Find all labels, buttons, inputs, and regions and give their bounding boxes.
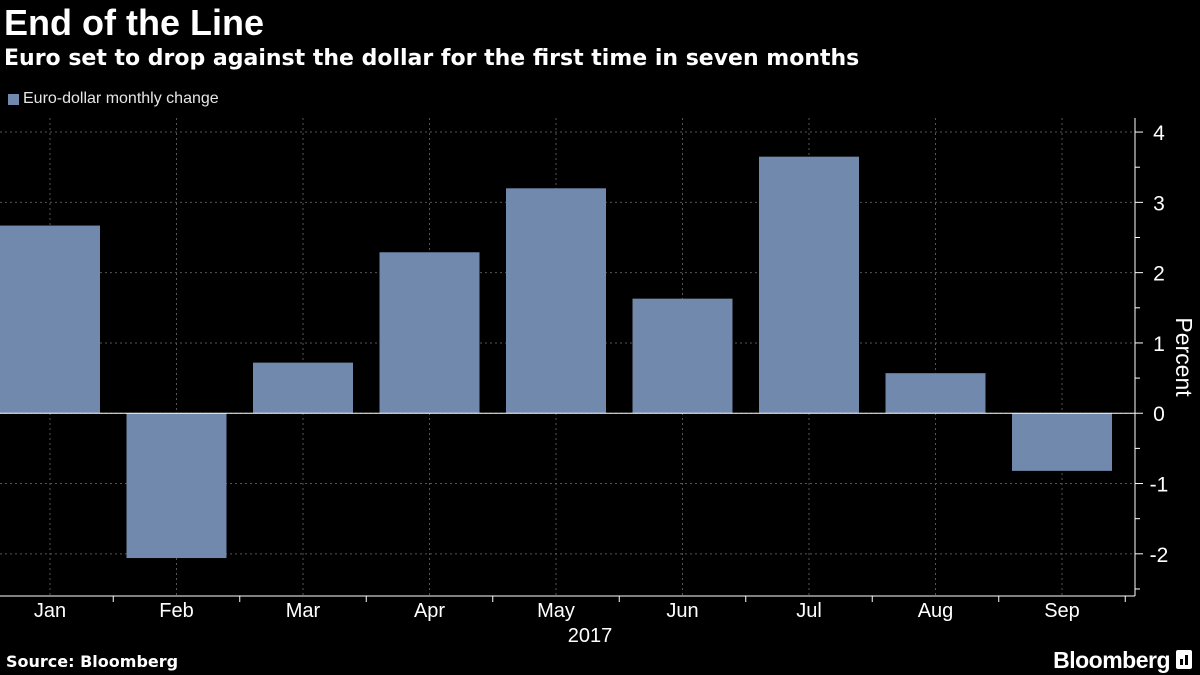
x-tick-label: Jul [796, 600, 822, 622]
legend-swatch [8, 93, 19, 105]
y-tick-label: -2 [1150, 544, 1169, 567]
x-tick-label: May [537, 600, 575, 622]
x-tick-label: Aug [918, 600, 954, 622]
bar-jun [632, 298, 733, 414]
x-tick-label: Apr [414, 600, 445, 622]
legend: Euro-dollar monthly change [8, 90, 219, 108]
chart-title: End of the Line [4, 2, 264, 43]
y-tick-label: 2 [1153, 263, 1165, 286]
chart-subtitle: Euro set to drop against the dollar for … [4, 46, 860, 71]
y-tick-label: -1 [1150, 474, 1169, 497]
bar-sep [1012, 413, 1112, 471]
y-tick-label: 3 [1153, 192, 1165, 215]
bar-apr [379, 252, 480, 414]
legend-label: Euro-dollar monthly change [23, 90, 219, 107]
bar-jul [759, 156, 859, 414]
x-tick-label: Feb [159, 600, 193, 622]
y-tick-label: 1 [1153, 333, 1165, 356]
y-tick-label: 4 [1153, 122, 1165, 145]
x-tick-label: Jan [34, 600, 66, 622]
x-tick-label: Sep [1044, 600, 1080, 622]
bar-aug [885, 373, 986, 414]
y-tick-label: 0 [1153, 403, 1165, 426]
x-axis-title: 2017 [568, 625, 613, 647]
bar-jan [0, 225, 100, 414]
bar-feb [126, 413, 227, 559]
bloomberg-wordmark: Bloomberg [1053, 647, 1170, 673]
x-tick-label: Mar [286, 600, 321, 622]
y-axis-title: Percent [1171, 317, 1197, 397]
bloomberg-logo-icon [1176, 650, 1192, 669]
x-tick-label: Jun [666, 600, 698, 622]
source-note: Source: Bloomberg [6, 652, 179, 671]
bar-mar [253, 362, 353, 414]
bar-may [506, 188, 606, 414]
